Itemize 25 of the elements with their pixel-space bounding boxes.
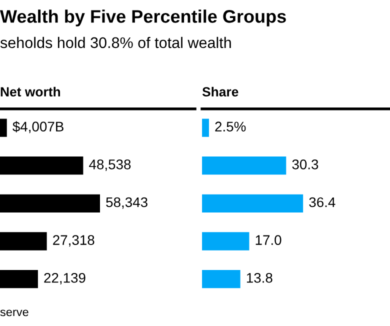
data-label: 48,538 [89,160,131,171]
data-label: $4,007B [12,121,64,134]
bar [0,156,84,175]
bar [202,156,286,175]
text: Wealth by Five Percentile Groups [0,10,286,26]
bar [0,118,7,137]
data-label: 17.0 [256,235,282,245]
x-axis-title: Net worth [0,86,60,97]
data-label: 13.8 [246,272,272,283]
chart-subtitle: seholds hold 30.8% of total wealth [0,36,231,48]
bar [0,194,100,212]
bar [0,232,47,250]
data-label: 36.4 [309,197,336,208]
bar [202,194,304,212]
data-label: 22,139 [44,272,86,284]
x-axis-title: Share [202,86,238,97]
data-label: 58,343 [106,197,148,209]
data-label: 27,318 [53,235,94,247]
data-label: 30.3 [292,160,318,170]
bar [0,270,38,288]
bar [202,270,240,288]
data-label: 2.5% [215,122,246,132]
text: serve [0,310,28,316]
bar [202,118,209,137]
bar [202,232,250,250]
